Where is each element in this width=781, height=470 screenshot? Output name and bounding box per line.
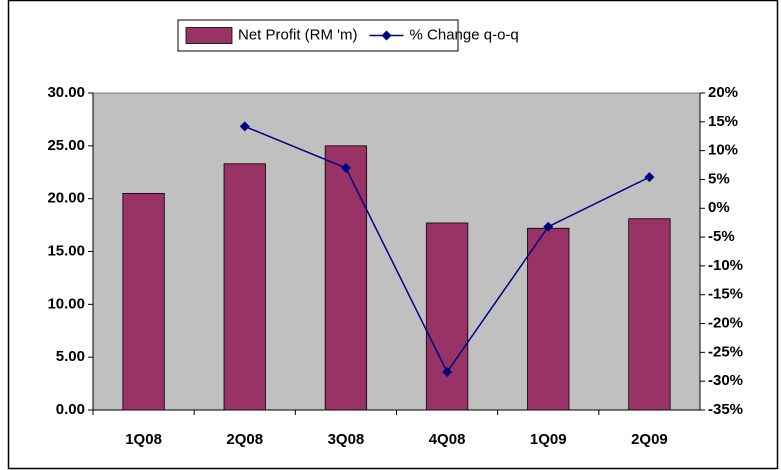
y-tick-label: 30.00 bbox=[47, 84, 85, 101]
plot-area bbox=[92, 92, 701, 411]
y2-tick-label: 0% bbox=[708, 199, 730, 216]
bar bbox=[223, 163, 266, 411]
x-tick-label: 3Q08 bbox=[328, 431, 365, 448]
bar bbox=[324, 145, 368, 411]
y2-tick-label: -30% bbox=[708, 372, 743, 389]
marker bbox=[543, 221, 554, 232]
y2-tick-label: -20% bbox=[708, 315, 743, 332]
y-tick-label: 25.00 bbox=[47, 137, 85, 154]
y2-tick-label: -5% bbox=[708, 228, 735, 245]
y2-tick-label: -25% bbox=[708, 343, 743, 360]
x-tick-label: 1Q09 bbox=[530, 431, 567, 448]
y2-tick-label: 5% bbox=[708, 170, 730, 187]
marker bbox=[340, 162, 351, 173]
x-tick-label: 2Q09 bbox=[631, 431, 668, 448]
x-tick-label: 4Q08 bbox=[429, 431, 466, 448]
y2-tick-label: -10% bbox=[708, 257, 743, 274]
bar bbox=[425, 222, 469, 411]
x-tick-label: 2Q08 bbox=[226, 431, 263, 448]
marker bbox=[442, 366, 453, 377]
y2-tick-label: -15% bbox=[708, 286, 743, 303]
y-tick-label: 10.00 bbox=[47, 295, 85, 312]
marker bbox=[644, 172, 655, 183]
legend-label: % Change q-o-q bbox=[410, 26, 519, 43]
y-tick-label: 0.00 bbox=[56, 401, 85, 418]
legend-label: Net Profit (RM 'm) bbox=[238, 26, 358, 43]
y-tick-label: 15.00 bbox=[47, 242, 85, 259]
y2-tick-label: 20% bbox=[708, 84, 738, 101]
bar bbox=[527, 227, 570, 411]
marker bbox=[239, 121, 250, 132]
legend-marker bbox=[381, 30, 392, 41]
bar bbox=[628, 218, 671, 411]
legend-swatch bbox=[185, 27, 233, 44]
bar bbox=[122, 192, 165, 411]
y2-tick-label: 10% bbox=[708, 142, 738, 159]
y2-tick-label: -35% bbox=[708, 401, 743, 418]
y-tick-label: 20.00 bbox=[47, 190, 85, 207]
y-tick-label: 5.00 bbox=[56, 348, 85, 365]
y2-tick-label: 15% bbox=[708, 113, 738, 130]
x-tick-label: 1Q08 bbox=[125, 431, 162, 448]
